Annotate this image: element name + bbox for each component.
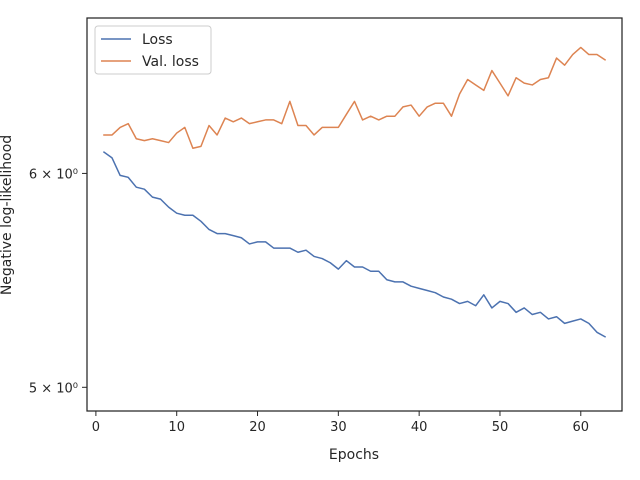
y-tick-label: 5 × 10⁰ xyxy=(29,381,78,396)
x-tick-label: 50 xyxy=(492,420,509,435)
x-tick-label: 10 xyxy=(168,420,185,435)
x-axis: 0 10 20 30 40 50 60 xyxy=(92,411,589,435)
legend-label-0: Loss xyxy=(142,32,173,48)
y-axis: 5 × 10⁰ 6 × 10⁰ xyxy=(29,167,87,396)
x-tick-label: 60 xyxy=(573,420,590,435)
legend[interactable]: Loss Val. loss xyxy=(94,25,212,75)
x-tick-label: 0 xyxy=(92,420,100,435)
plot-lines xyxy=(102,46,607,338)
plot-frame xyxy=(86,17,623,412)
x-tick-label: 20 xyxy=(249,420,266,435)
x-axis-label: Epochs xyxy=(329,447,379,463)
legend-box xyxy=(94,25,212,75)
series-line-1 xyxy=(103,46,607,150)
series-line-0 xyxy=(102,151,607,338)
x-tick-label: 40 xyxy=(411,420,428,435)
legend-label-1: Val. loss xyxy=(142,54,199,70)
x-tick-label: 30 xyxy=(330,420,347,435)
y-tick-label: 6 × 10⁰ xyxy=(29,167,78,182)
y-axis-label: Negative log-likelihood xyxy=(0,135,15,295)
